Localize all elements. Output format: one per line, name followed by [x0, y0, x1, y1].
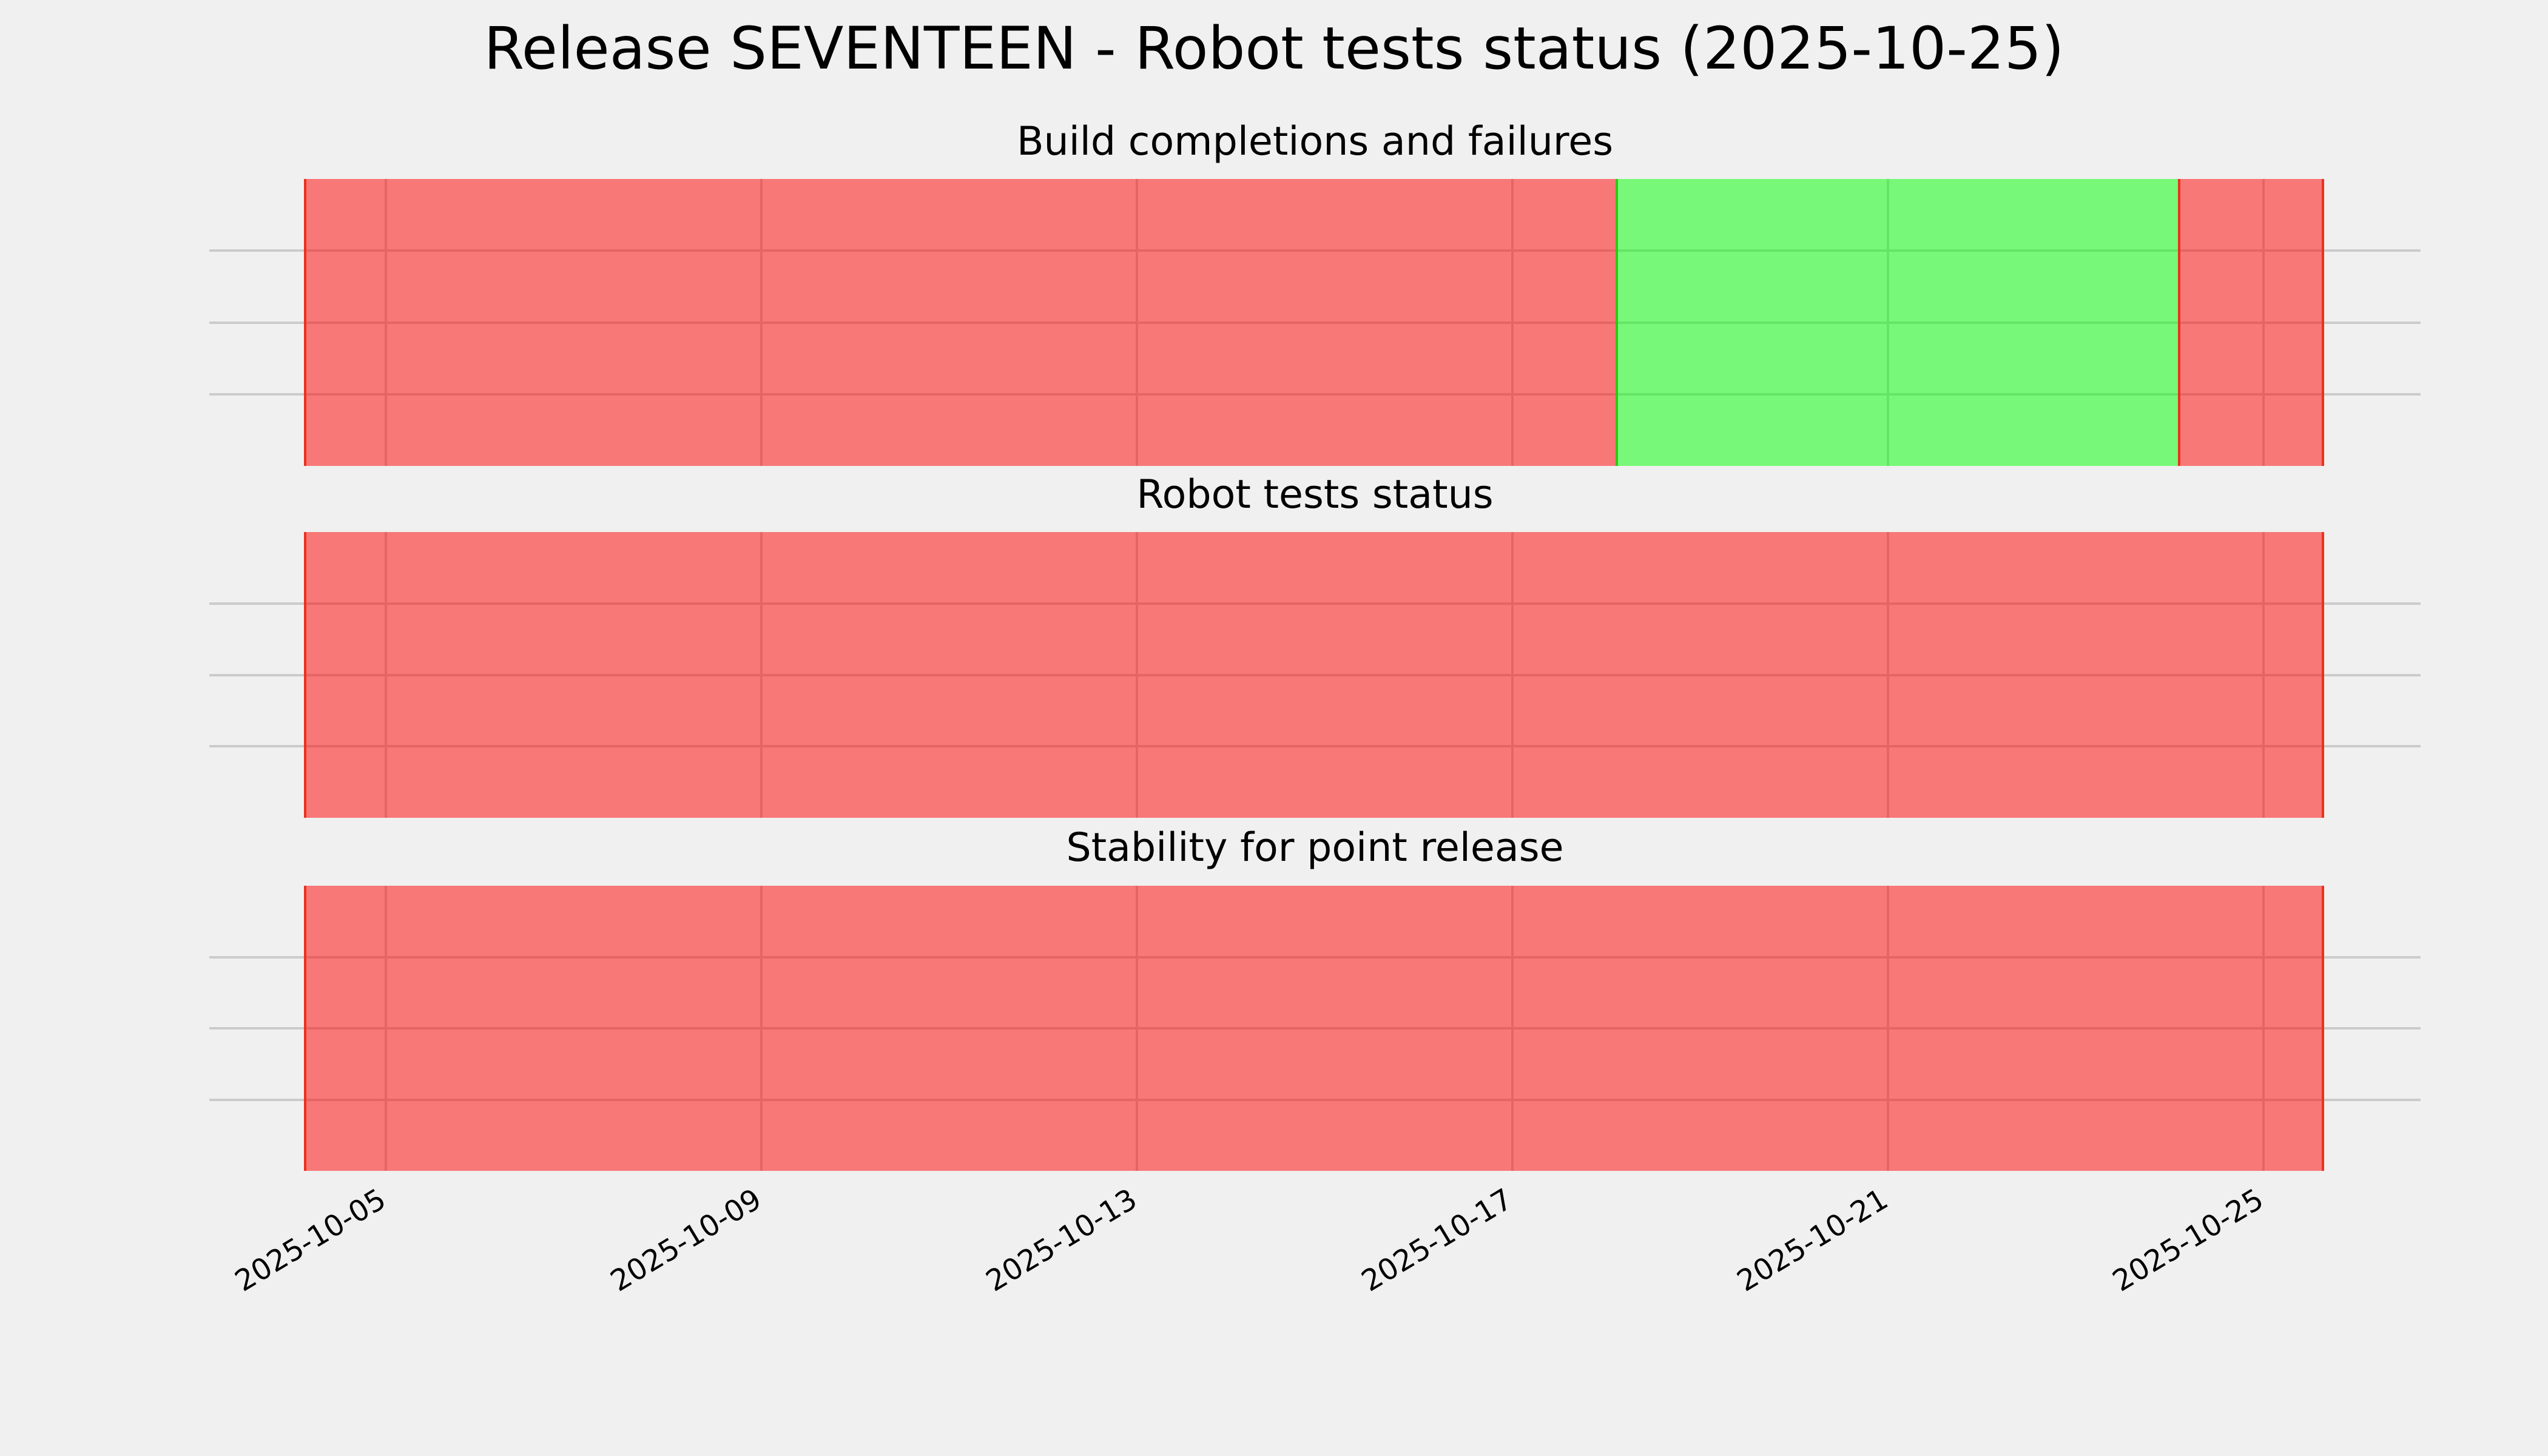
- status-timeline-bar: [303, 532, 2324, 818]
- status-segment-fail: [305, 179, 1617, 466]
- x-tick-label: 2025-10-21: [1731, 1182, 1895, 1299]
- x-tick-label: 2025-10-17: [1356, 1182, 1519, 1299]
- status-timeline-bar: [303, 179, 2324, 466]
- segment-boundary-line: [2321, 886, 2324, 1171]
- status-segment-fail: [305, 532, 2323, 818]
- axes-area: [209, 532, 2421, 818]
- subplot-title: Stability for point release: [1066, 825, 1564, 871]
- x-tick-label: 2025-10-25: [2107, 1182, 2270, 1299]
- x-tick-label: 2025-10-13: [980, 1182, 1143, 1299]
- axes-area: [209, 886, 2421, 1171]
- segment-boundary-line: [2321, 532, 2324, 818]
- status-segment-pass: [1616, 179, 2179, 466]
- segment-boundary-line: [1615, 179, 1618, 466]
- status-timeline-bar: [303, 886, 2324, 1171]
- segment-boundary-line: [2177, 179, 2180, 466]
- axes-area: [209, 179, 2421, 466]
- segment-boundary-line: [2321, 179, 2324, 466]
- subplot-title: Robot tests status: [1136, 472, 1494, 517]
- segment-boundary-line: [303, 179, 306, 466]
- status-segment-fail: [2179, 179, 2323, 466]
- subplot-title: Build completions and failures: [1016, 119, 1614, 164]
- x-tick-label: 2025-10-05: [229, 1182, 392, 1299]
- x-tick-label: 2025-10-09: [605, 1182, 767, 1299]
- segment-boundary-line: [303, 532, 306, 818]
- segment-boundary-line: [303, 886, 306, 1171]
- status-segment-fail: [305, 886, 2323, 1171]
- figure-title: Release SEVENTEEN - Robot tests status (…: [484, 15, 2064, 83]
